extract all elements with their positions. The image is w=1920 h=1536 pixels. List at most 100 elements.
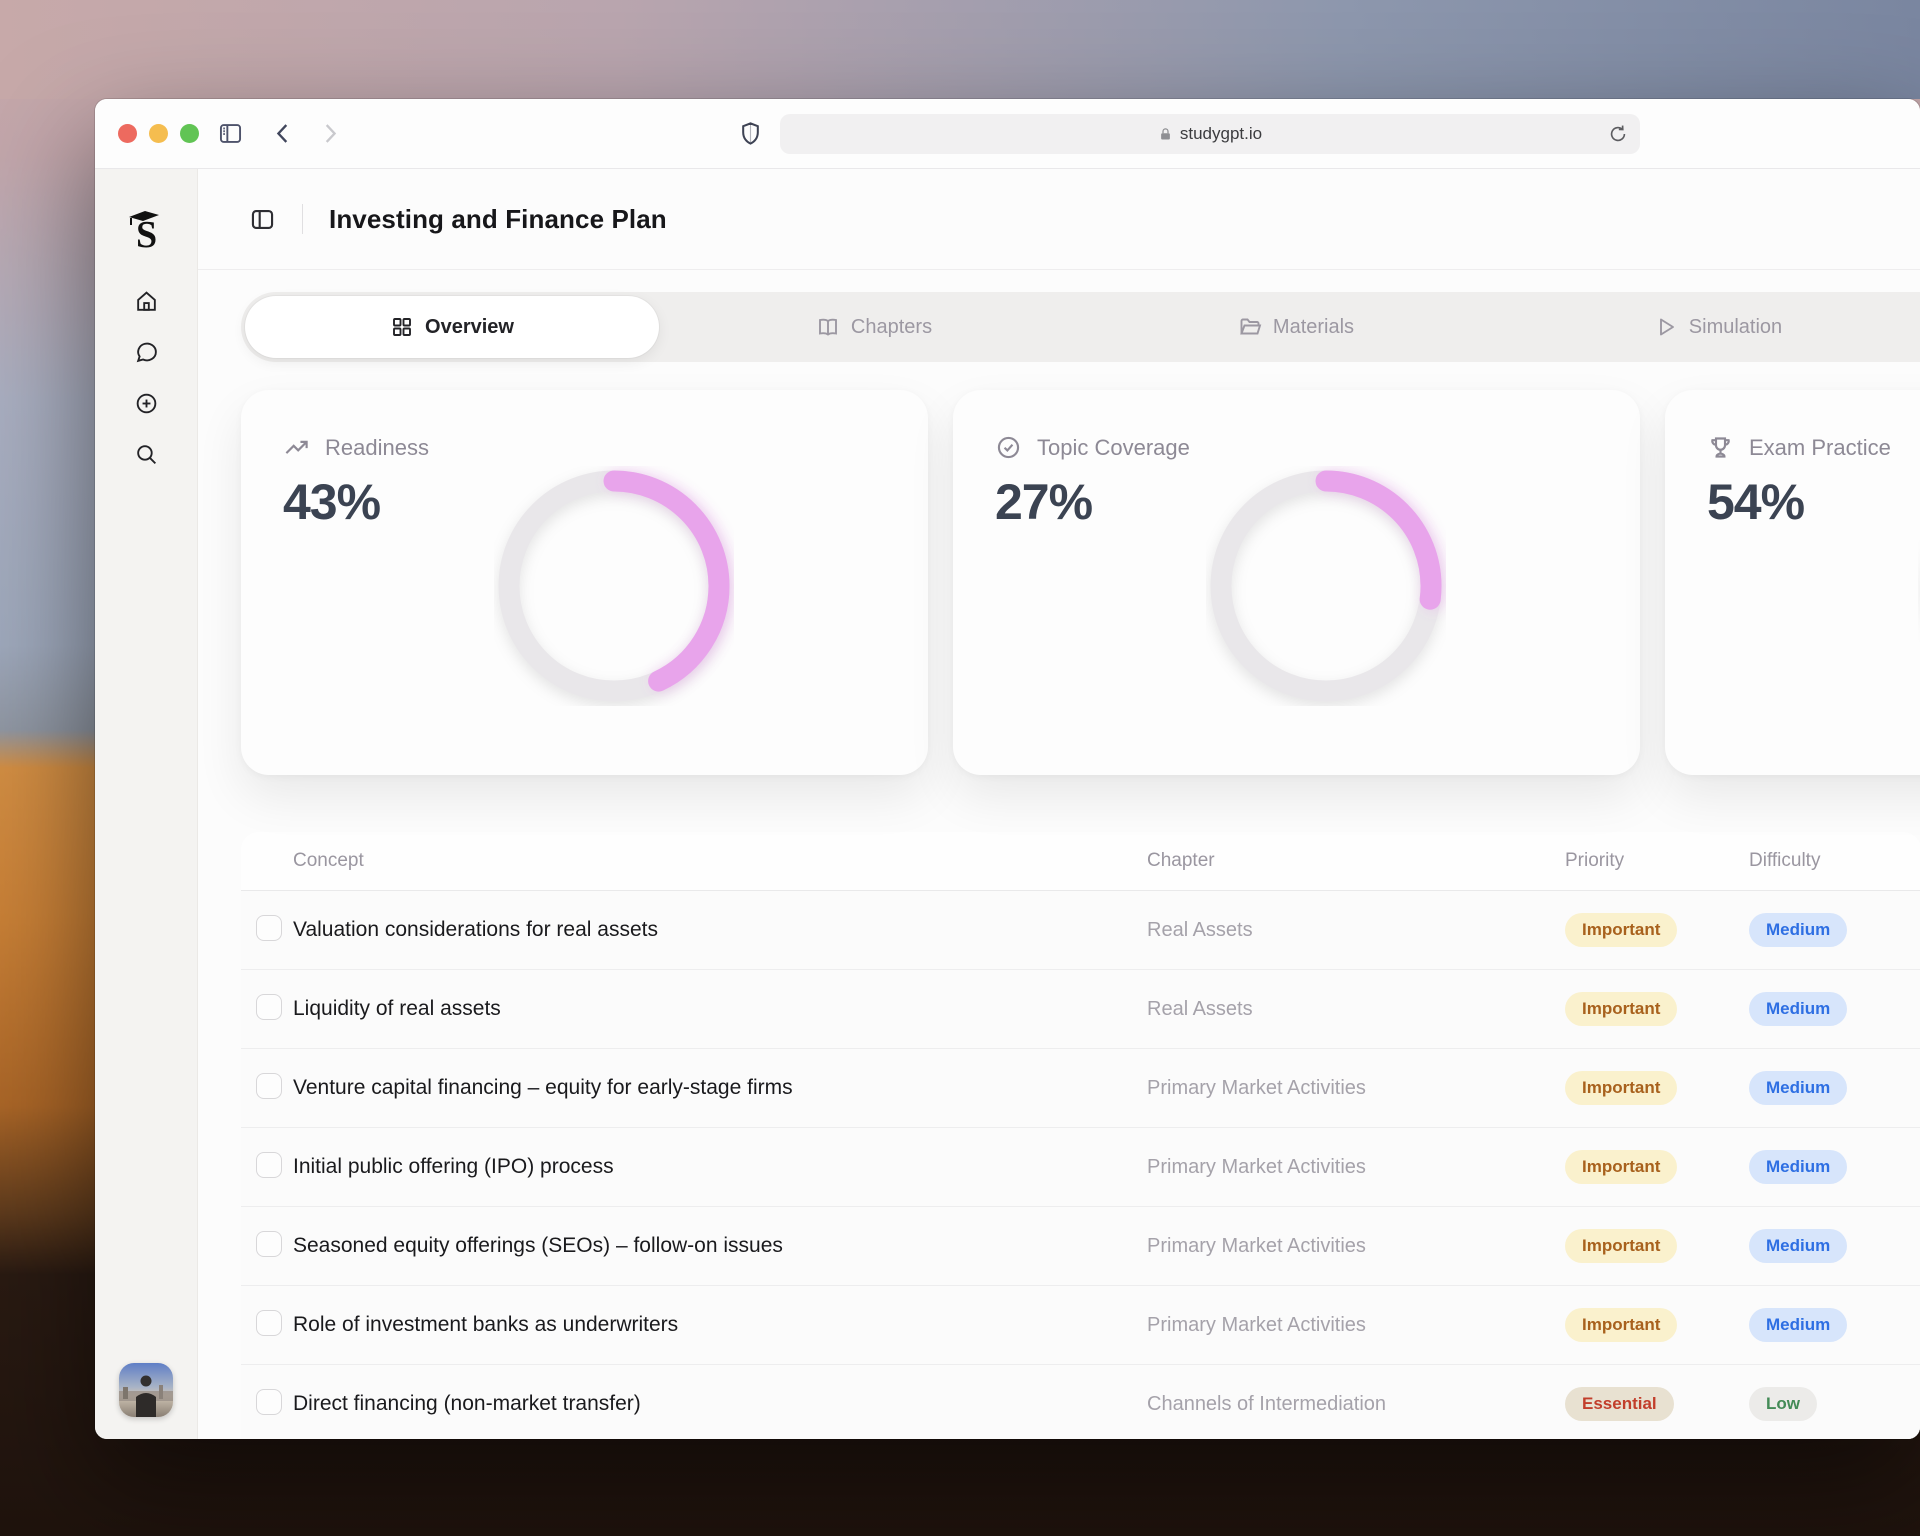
table-row[interactable]: Liquidity of real assets Real Assets Imp… [241,970,1920,1049]
row-checkbox[interactable] [256,1388,282,1415]
concept-text: Valuation considerations for real assets [293,918,658,941]
priority-badge: Important [1565,913,1678,947]
home-icon[interactable] [134,289,159,314]
row-checkbox[interactable] [256,1230,282,1257]
traffic-lights [118,124,199,143]
chat-icon[interactable] [134,340,159,365]
difficulty-badge: Medium [1749,1229,1848,1263]
plus-circle-icon[interactable] [134,391,159,416]
tab-overview[interactable]: Overview [245,296,659,358]
chapter-text: Channels of Intermediation [1147,1392,1387,1415]
user-avatar[interactable] [119,1363,173,1417]
tab-label: Materials [1272,315,1355,338]
chapter-text: Primary Market Activities [1147,1313,1366,1336]
row-checkbox[interactable] [256,1151,282,1178]
table-body: Valuation considerations for real assets… [241,891,1920,1439]
priority-badge: Essential [1565,1387,1674,1421]
priority-badge: Important [1565,1150,1678,1184]
difficulty-badge: Low [1749,1387,1817,1421]
exam-practice-card: Exam Practice 54% [1665,390,1920,775]
chapter-text: Primary Market Activities [1147,1234,1366,1257]
tab-simulation[interactable]: Simulation [1507,292,1920,362]
stat-cards: Readiness 43% Topic Coverage 27% [241,390,1920,775]
url-text: studygpt.io [1179,124,1263,143]
main-content: Investing and Finance Plan Overview Chap… [198,169,1920,1439]
desktop-wallpaper [0,0,1920,99]
difficulty-badge: Medium [1749,1071,1848,1105]
tab-label: Chapters [850,315,933,338]
concept-text: Liquidity of real assets [293,997,501,1020]
difficulty-badge: Medium [1749,913,1848,947]
topic-coverage-donut [1210,470,1442,702]
stat-label: Readiness [325,434,429,460]
trophy-icon [1711,437,1730,458]
minimize-button[interactable] [149,124,168,143]
readiness-card: Readiness 43% [241,390,928,775]
col-concept: Concept [293,850,364,871]
app-sidebar: S [95,169,198,1439]
tab-materials[interactable]: Materials [1085,292,1507,362]
row-checkbox[interactable] [256,993,282,1020]
lock-icon [1161,127,1170,139]
stat-value: 54% [1707,474,1805,530]
col-priority: Priority [1565,850,1625,871]
svg-text:S: S [136,214,157,253]
tab-label: Simulation [1688,315,1783,338]
browser-window: studygpt.io S [95,99,1920,1439]
table-row[interactable]: Direct financing (non-market transfer) C… [241,1365,1920,1439]
stat-value: 27% [995,474,1093,530]
table-row[interactable]: Initial public offering (IPO) process Pr… [241,1128,1920,1207]
chapter-text: Primary Market Activities [1147,1076,1366,1099]
table-row[interactable]: Seasoned equity offerings (SEOs) – follo… [241,1207,1920,1286]
header-divider [302,204,303,234]
row-checkbox[interactable] [256,914,282,941]
tab-bar: Overview Chapters Materials Simulation [241,292,1920,362]
stat-label: Exam Practice [1749,434,1891,460]
row-checkbox[interactable] [256,1309,282,1336]
col-difficulty: Difficulty [1749,850,1821,871]
difficulty-badge: Medium [1749,992,1848,1026]
play-icon [1659,318,1674,336]
sidebar-toggle-icon[interactable] [217,120,244,147]
priority-badge: Important [1565,1308,1678,1342]
concept-text: Seasoned equity offerings (SEOs) – follo… [293,1234,783,1257]
close-button[interactable] [118,124,137,143]
forward-icon[interactable] [316,120,343,147]
chapter-text: Real Assets [1147,997,1253,1020]
difficulty-badge: Medium [1749,1150,1848,1184]
priority-badge: Important [1565,1071,1678,1105]
studygpt-logo[interactable]: S [123,207,169,256]
browser-toolbar: studygpt.io [95,99,1920,169]
search-icon[interactable] [134,442,159,467]
stat-value: 43% [283,474,381,530]
table-row[interactable]: Valuation considerations for real assets… [241,891,1920,970]
stat-label: Topic Coverage [1037,434,1190,460]
table-header: Concept Chapter Priority Difficulty [241,832,1920,891]
address-bar[interactable]: studygpt.io [780,114,1640,154]
chapter-text: Real Assets [1147,918,1253,941]
chapter-text: Primary Market Activities [1147,1155,1366,1178]
refresh-icon[interactable] [1607,123,1629,145]
topic-coverage-card: Topic Coverage 27% [953,390,1640,775]
col-chapter: Chapter [1147,850,1215,871]
shield-icon[interactable] [737,120,764,147]
concept-text: Role of investment banks as underwriters [293,1313,679,1336]
row-checkbox[interactable] [256,1072,282,1099]
tab-chapters[interactable]: Chapters [663,292,1085,362]
priority-badge: Important [1565,1229,1678,1263]
table-row[interactable]: Venture capital financing – equity for e… [241,1049,1920,1128]
priority-badge: Important [1565,992,1678,1026]
panel-toggle-icon[interactable] [249,206,276,233]
book-open-icon [818,318,837,336]
back-icon[interactable] [270,120,297,147]
concept-text: Direct financing (non-market transfer) [293,1392,641,1415]
trending-up-icon [285,440,308,454]
readiness-donut [498,470,730,702]
page-header: Investing and Finance Plan [198,169,1920,270]
difficulty-badge: Medium [1749,1308,1848,1342]
concept-text: Initial public offering (IPO) process [293,1155,614,1178]
concepts-table: Concept Chapter Priority Difficulty Valu… [241,832,1920,1439]
zoom-button[interactable] [180,124,199,143]
table-row[interactable]: Role of investment banks as underwriters… [241,1286,1920,1365]
check-circle-icon [997,436,1020,459]
